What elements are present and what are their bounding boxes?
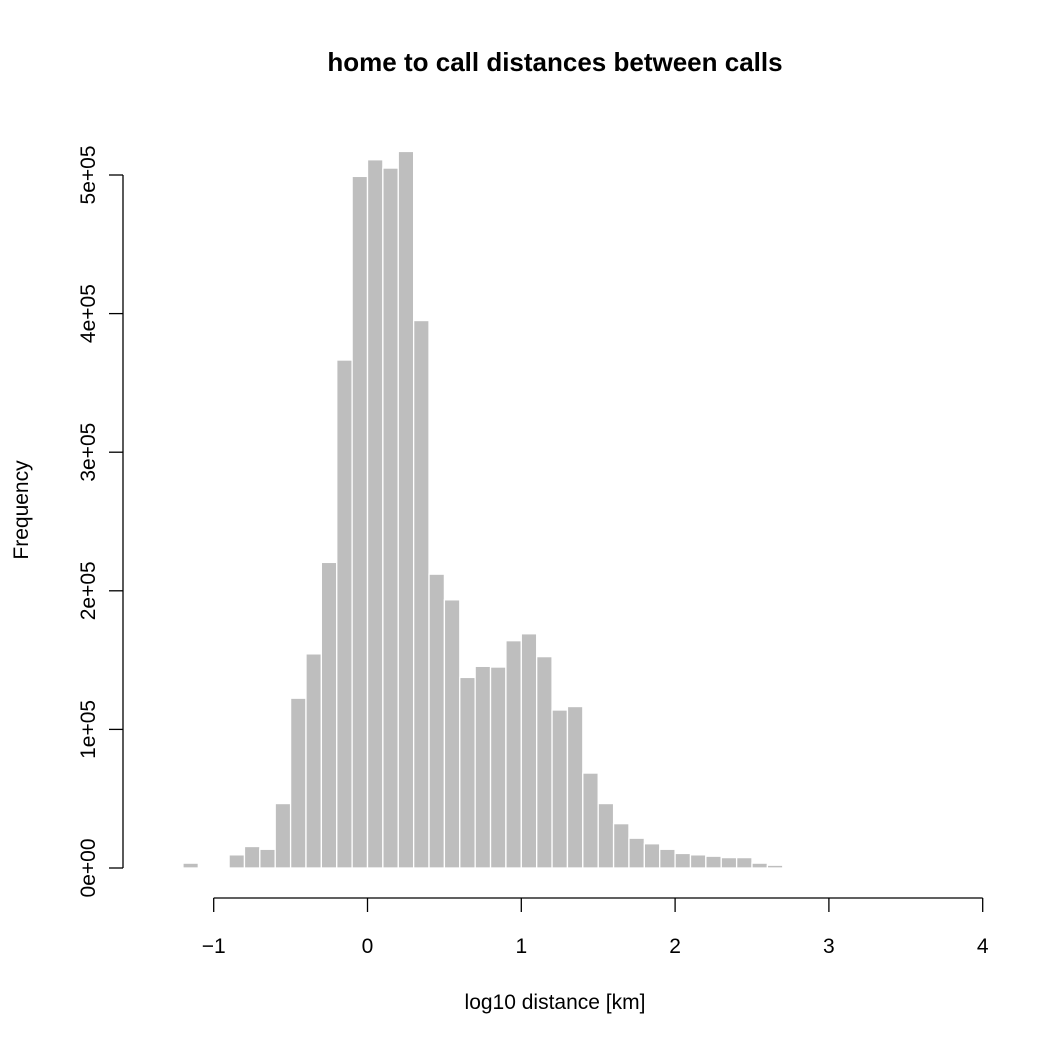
histogram-bar xyxy=(643,843,661,869)
y-tick-label: 3e+05 xyxy=(77,423,100,482)
histogram-bar xyxy=(489,666,507,869)
histogram-bar xyxy=(674,852,692,869)
histogram-bar xyxy=(520,633,538,869)
y-tick-label: 0e+00 xyxy=(77,839,100,898)
x-tick-label: 2 xyxy=(669,935,681,958)
histogram-bar xyxy=(597,802,615,869)
histogram-bar xyxy=(182,862,199,869)
histogram-bar xyxy=(428,573,446,869)
histogram-bar xyxy=(720,856,738,869)
histogram-bar xyxy=(336,359,353,869)
histogram-bar xyxy=(351,175,369,869)
chart-title: home to call distances between calls xyxy=(327,47,782,77)
histogram-bar xyxy=(705,855,722,869)
histogram-bar xyxy=(551,709,569,869)
histogram-bar xyxy=(689,854,707,869)
histogram-bar xyxy=(320,561,338,869)
histogram-bar xyxy=(228,854,246,869)
bars-group xyxy=(182,150,784,869)
histogram-bar xyxy=(289,697,307,869)
histogram-bar xyxy=(382,167,399,869)
x-tick-label: 1 xyxy=(515,935,527,958)
x-tick-label: −1 xyxy=(202,935,226,958)
x-tick-label: 4 xyxy=(977,935,989,958)
y-axis-label: Frequency xyxy=(10,460,33,560)
histogram-bar xyxy=(751,862,769,869)
histogram-bar xyxy=(505,640,522,869)
histogram-bar xyxy=(243,845,261,869)
histogram-bar xyxy=(259,848,276,869)
histogram-bar xyxy=(274,802,292,869)
histogram-bar xyxy=(766,864,784,869)
histogram-bar xyxy=(566,705,584,869)
histogram-bar xyxy=(443,599,461,869)
y-tick-label: 1e+05 xyxy=(77,700,100,759)
histogram-bar xyxy=(536,655,553,869)
histogram-bar xyxy=(612,822,630,869)
histogram-bar xyxy=(735,856,753,869)
histogram-bar xyxy=(659,848,676,869)
histogram-bar xyxy=(397,150,415,869)
y-axis: 0e+00 1e+05 2e+05 3e+05 4e+05 5e+05 xyxy=(77,146,124,898)
histogram-bar xyxy=(582,772,599,869)
x-axis: −1 0 1 2 3 4 xyxy=(202,897,989,958)
y-tick-label: 5e+05 xyxy=(77,146,100,205)
y-tick-label: 4e+05 xyxy=(77,284,100,343)
x-tick-label: 3 xyxy=(823,935,835,958)
x-axis-label: log10 distance [km] xyxy=(465,991,646,1014)
histogram-bar xyxy=(628,837,645,869)
histogram-bar xyxy=(474,665,492,869)
histogram-bar xyxy=(366,159,384,869)
x-tick-label: 0 xyxy=(362,935,374,958)
y-tick-label: 2e+05 xyxy=(77,561,100,620)
histogram-bar xyxy=(412,319,430,869)
histogram-bar xyxy=(459,676,476,869)
histogram-bar xyxy=(305,653,323,869)
